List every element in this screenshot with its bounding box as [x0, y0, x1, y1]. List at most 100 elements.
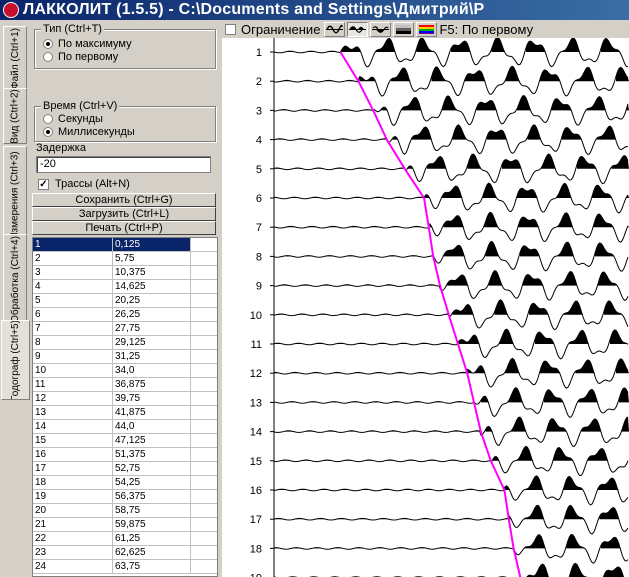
arrival-time-cell: 41,875: [113, 406, 191, 419]
trace-wiggle: [273, 95, 629, 127]
trace-number-cell: 17: [33, 462, 113, 475]
table-row[interactable]: 7 27,75: [33, 322, 217, 336]
trace-number-cell: 19: [33, 490, 113, 503]
radio-by-maximum[interactable]: По максимуму: [43, 38, 132, 50]
trace-number-cell: 3: [33, 266, 113, 279]
trace-label: 18: [250, 543, 262, 555]
trace-number-cell: 23: [33, 546, 113, 559]
table-row[interactable]: 10 34,0: [33, 364, 217, 378]
tab-label: Вид (Ctrl+2): [9, 88, 21, 144]
app-icon: [3, 2, 19, 18]
type-group: Тип (Ctrl+T) По максимуму По первому: [34, 23, 216, 69]
trace-label: 12: [250, 368, 262, 380]
arrival-time-cell: 58,75: [113, 504, 191, 517]
arrival-time-cell: 47,125: [113, 434, 191, 447]
trace-label: 7: [256, 222, 262, 234]
radio-milliseconds[interactable]: Миллисекунды: [43, 126, 135, 138]
trace-label: 3: [256, 105, 262, 117]
trace-fill: [274, 154, 629, 169]
delay-input[interactable]: -20: [36, 156, 211, 173]
table-row[interactable]: 8 29,125: [33, 336, 217, 350]
wiggle-both-icon[interactable]: [324, 21, 346, 37]
radio-by-first[interactable]: По первому: [43, 51, 118, 63]
trace-label: 14: [250, 427, 262, 439]
limit-label: Ограничение: [241, 21, 321, 37]
trace-wiggle: [273, 328, 629, 360]
trace-fill: [278, 95, 629, 111]
limit-checkbox[interactable]: [225, 23, 236, 35]
table-row[interactable]: 9 31,25: [33, 350, 217, 364]
trace-number-cell: 14: [33, 420, 113, 433]
arrival-time-cell: 54,25: [113, 476, 191, 489]
tab-processing[interactable]: Обработка (Ctrl+4): [3, 234, 27, 324]
table-row[interactable]: 3 10,375: [33, 266, 217, 280]
table-row[interactable]: 22 61,25: [33, 532, 217, 546]
arrival-time-cell: 61,25: [113, 532, 191, 545]
trace-wiggle: [273, 534, 629, 564]
trace-fill: [274, 387, 629, 403]
table-row[interactable]: 14 44,0: [33, 420, 217, 434]
plot-toolbar: Ограничение F5: По первому: [222, 20, 629, 38]
arrival-time-cell: 0,125: [113, 238, 191, 251]
density-gray-icon[interactable]: [393, 21, 415, 37]
delay-label: Задержка: [36, 142, 86, 154]
table-row[interactable]: 4 14,625: [33, 280, 217, 294]
table-row[interactable]: 20 58,75: [33, 504, 217, 518]
table-row[interactable]: 6 26,25: [33, 308, 217, 322]
tab-file[interactable]: Файл (Ctrl+1): [3, 26, 27, 90]
radio-label: По первому: [58, 51, 119, 63]
trace-fill: [284, 416, 629, 432]
trace-wiggle: [273, 357, 629, 389]
hodograph-curve[interactable]: [339, 51, 522, 577]
trace-number-cell: 4: [33, 280, 113, 293]
table-row[interactable]: 24 63,75: [33, 560, 217, 574]
tab-view[interactable]: Вид (Ctrl+2): [3, 88, 27, 144]
trace-fill: [274, 212, 629, 228]
table-row[interactable]: 23 62,625: [33, 546, 217, 560]
table-row[interactable]: 2 5,75: [33, 252, 217, 266]
print-button[interactable]: Печать (Ctrl+P): [32, 221, 216, 235]
tab-hodograph[interactable]: Годограф (Ctrl+5): [1, 320, 30, 400]
traces-checkbox[interactable]: ✓ Трассы (Alt+N): [38, 178, 130, 190]
table-row[interactable]: 16 51,375: [33, 448, 217, 462]
trace-label: 4: [256, 135, 262, 147]
trace-wiggle: [273, 270, 629, 302]
trace-wiggle: [273, 416, 629, 448]
table-row[interactable]: 11 36,875: [33, 378, 217, 392]
trace-number-cell: 8: [33, 336, 113, 349]
seismogram-plot[interactable]: 12345678910111213141516171819: [222, 38, 629, 577]
hodograph-table[interactable]: 1 0,125 2 5,75 3 10,375 4 14,625 5 20,25 6 26,25 7 27…: [32, 237, 218, 577]
save-button[interactable]: Сохранить (Ctrl+G): [32, 193, 216, 207]
radio-dot: [43, 39, 53, 49]
trace-wiggle: [273, 475, 629, 506]
seismogram-svg[interactable]: 12345678910111213141516171819: [222, 38, 629, 577]
table-row[interactable]: 15 47,125: [33, 434, 217, 448]
radio-seconds[interactable]: Секунды: [43, 113, 103, 125]
table-row[interactable]: 1 0,125: [33, 238, 217, 252]
table-row[interactable]: 12 39,75: [33, 392, 217, 406]
table-row[interactable]: 13 41,875: [33, 406, 217, 420]
table-row[interactable]: 21 59,875: [33, 518, 217, 532]
table-row[interactable]: 19 56,375: [33, 490, 217, 504]
trace-label: 2: [256, 76, 262, 88]
wiggle-positive-icon[interactable]: [347, 21, 369, 37]
table-row[interactable]: 17 52,75: [33, 462, 217, 476]
table-row[interactable]: 5 20,25: [33, 294, 217, 308]
arrival-time-cell: 44,0: [113, 420, 191, 433]
wiggle-negative-icon[interactable]: [370, 21, 392, 37]
trace-number-cell: 7: [33, 322, 113, 335]
arrival-time-cell: 39,75: [113, 392, 191, 405]
trace-label: 9: [256, 281, 262, 293]
trace-label: 1: [256, 47, 262, 59]
trace-number-cell: 12: [33, 392, 113, 405]
trace-label: 8: [256, 251, 262, 263]
table-row[interactable]: 18 54,25: [33, 476, 217, 490]
tab-measurements[interactable]: Измерения (Ctrl+3): [3, 146, 27, 244]
load-button[interactable]: Загрузить (Ctrl+L): [32, 207, 216, 221]
density-color-icon[interactable]: [416, 21, 438, 37]
trace-number-cell: 1: [33, 238, 113, 251]
arrival-time-cell: 31,25: [113, 350, 191, 363]
tab-label: Обработка (Ctrl+4): [9, 235, 21, 323]
trace-number-cell: 18: [33, 476, 113, 489]
trace-number-cell: 21: [33, 518, 113, 531]
